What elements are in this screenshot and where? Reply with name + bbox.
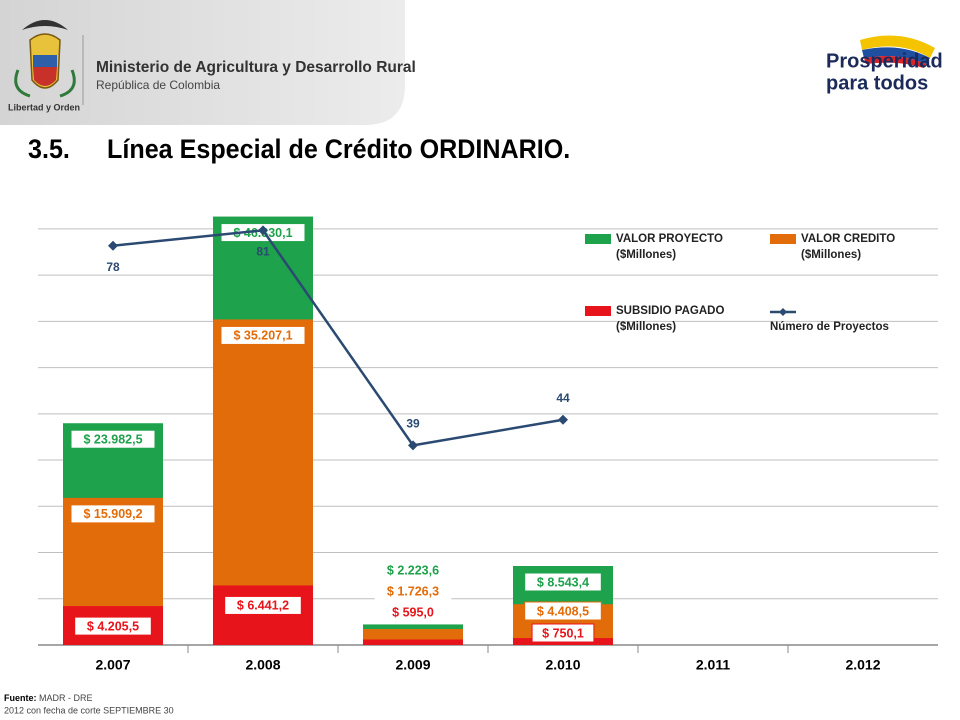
logo-line1: Prosperidad [826, 50, 943, 72]
value-label-box [70, 429, 156, 449]
source: MADR - DRE [39, 693, 93, 703]
line-marker [408, 440, 418, 451]
coat-of-arms [14, 20, 76, 98]
value-label-box [74, 616, 152, 636]
bar [363, 639, 463, 645]
slide-title: 3.5. Línea Especial de Crédito ORDINARIO. [28, 134, 570, 165]
logo-line2: para todos [826, 72, 928, 94]
value-label: $ 8.543,4 [537, 575, 589, 589]
legend-key [585, 306, 611, 316]
footer-source: Fuente: MADR - DRE [4, 693, 93, 703]
value-label: $ 23.982,5 [83, 433, 142, 447]
legend-item: Número de Proyectos [770, 303, 960, 335]
value-label: $ 35.207,1 [233, 329, 292, 343]
value-label-box [531, 623, 595, 643]
legend-key [770, 306, 796, 316]
x-tick-label: 2.008 [245, 657, 280, 673]
line-series [112, 229, 564, 447]
legend-line [770, 308, 796, 316]
line-marker [558, 414, 568, 425]
value-label-box [70, 504, 156, 524]
value-label: $ 595,0 [392, 606, 434, 620]
value-label-box [374, 561, 452, 580]
value-label: $ 1.726,3 [387, 585, 439, 599]
legend-label: SUBSIDIO PAGADO ($Millones) [616, 305, 725, 333]
point-label: 78 [106, 260, 120, 274]
value-label: $ 2.223,6 [387, 564, 439, 578]
source-label: Fuente: [4, 693, 37, 703]
point-label: 39 [406, 417, 420, 431]
value-label-box [524, 572, 602, 592]
value-label-box [220, 325, 306, 345]
value-label: $ 750,1 [542, 626, 584, 640]
x-tick-label: 2.012 [845, 657, 880, 673]
chart: 2.007 2.008 2.009 2.010 2.011 2.012 $ 23.982,5… [38, 216, 938, 673]
legend-label: Número de Proyectos [770, 321, 889, 333]
legend-item: SUBSIDIO PAGADO ($Millones) [585, 303, 744, 335]
value-label-box [374, 582, 452, 601]
title-text: Línea Especial de Crédito ORDINARIO. [107, 134, 571, 164]
point-label: 44 [556, 391, 570, 405]
value-label-box [224, 595, 302, 615]
x-tick-label: 2.010 [545, 657, 580, 673]
legend-key [585, 234, 611, 244]
republic-name: República de Colombia [96, 78, 220, 92]
value-label: $ 15.909,2 [83, 507, 142, 521]
prosperidad-logo: Prosperidad para todos [826, 35, 943, 94]
header-band [0, 0, 405, 125]
legend-label: VALOR CREDITO ($Millones) [801, 233, 896, 261]
x-tick-label: 2.011 [696, 657, 730, 673]
point-label: 81 [256, 245, 270, 259]
x-tick-label: 2.009 [395, 657, 430, 673]
x-tick-label: 2.007 [95, 657, 130, 673]
title-number: 3.5. [28, 134, 70, 164]
line-marker [258, 225, 268, 236]
value-label: $ 4.205,5 [87, 619, 139, 633]
legend-key [770, 234, 796, 244]
legend-item: VALOR CREDITO ($Millones) [770, 231, 929, 263]
ministry-name: Ministerio de Agricultura y Desarrollo R… [96, 59, 416, 76]
legend-label: VALOR PROYECTO ($Millones) [616, 233, 723, 261]
value-label: $ 6.441,2 [237, 599, 289, 613]
line-marker [108, 240, 118, 251]
value-label-box [524, 601, 602, 621]
motto: Libertad y Orden [8, 102, 80, 112]
legend-item: VALOR PROYECTO ($Millones) [585, 231, 744, 263]
value-label: $ 4.408,5 [537, 604, 589, 618]
bar [213, 585, 313, 645]
value-label-box [382, 603, 444, 622]
footer-note: 2012 con fecha de corte SEPTIEMBRE 30 [4, 705, 174, 715]
